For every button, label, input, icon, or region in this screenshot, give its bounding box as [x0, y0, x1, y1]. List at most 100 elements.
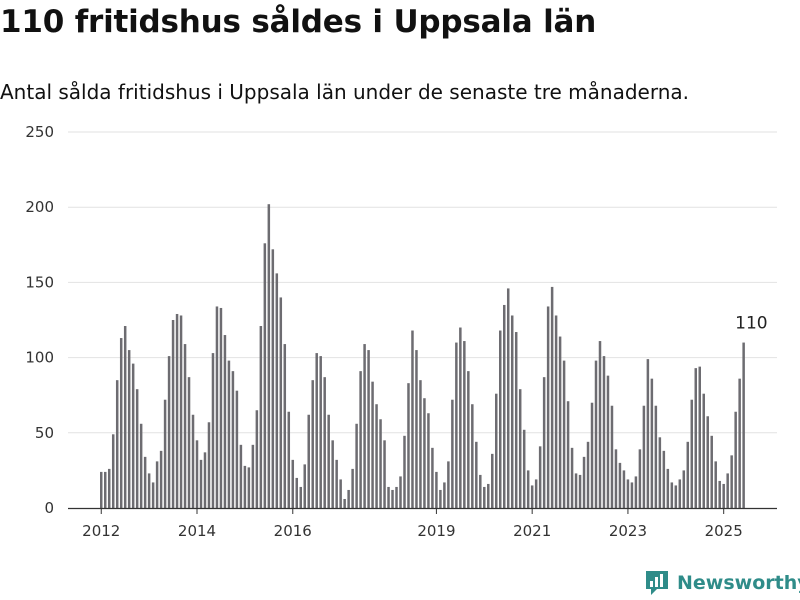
bar	[251, 444, 255, 508]
bar	[223, 335, 227, 508]
bar	[219, 307, 223, 508]
bar	[231, 371, 235, 508]
bar	[211, 353, 215, 508]
bar	[263, 243, 267, 508]
bar	[738, 378, 741, 508]
bar	[415, 350, 418, 508]
bar	[151, 482, 155, 508]
bar	[235, 390, 239, 508]
bar	[694, 368, 698, 508]
bar	[574, 473, 578, 508]
bar	[499, 330, 502, 508]
bar	[650, 378, 654, 508]
bar	[459, 327, 462, 508]
bar	[690, 399, 694, 508]
bar	[207, 422, 211, 508]
bar	[491, 453, 494, 508]
bar	[187, 377, 191, 508]
bar	[730, 455, 733, 508]
bar	[343, 498, 346, 508]
bar	[682, 470, 686, 508]
bar	[634, 476, 638, 508]
bar	[502, 304, 506, 508]
bar	[131, 363, 135, 508]
bar	[279, 297, 283, 508]
bar	[203, 452, 207, 508]
bar	[662, 450, 666, 508]
bar	[678, 479, 682, 508]
bar	[375, 404, 378, 508]
y-tick-label: 50	[35, 424, 54, 442]
bar	[163, 399, 167, 508]
x-tick-label: 2012	[82, 522, 120, 540]
bar	[363, 344, 366, 508]
bar	[351, 468, 354, 508]
x-tick-label: 2016	[274, 522, 312, 540]
bar	[495, 393, 498, 508]
x-tick-label: 2023	[609, 522, 647, 540]
bar	[530, 485, 534, 508]
bar	[287, 411, 291, 508]
bar	[463, 341, 466, 508]
bar	[606, 375, 610, 508]
bar	[423, 398, 426, 508]
bar	[546, 306, 550, 508]
brand-name: Newsworthy	[677, 572, 800, 594]
bar	[255, 410, 259, 508]
bar	[638, 449, 642, 508]
bar	[702, 393, 705, 508]
bar	[175, 313, 179, 508]
bar	[522, 429, 526, 508]
bar	[391, 489, 394, 508]
newsworthy-logo-icon	[646, 571, 668, 595]
bar	[103, 471, 107, 508]
bar	[155, 461, 159, 508]
bar	[706, 416, 709, 508]
bar	[195, 440, 199, 508]
y-tick-label: 100	[25, 349, 54, 367]
bar	[291, 459, 295, 508]
bar	[147, 473, 151, 508]
bar	[331, 440, 334, 508]
bar	[407, 383, 410, 508]
bar	[614, 449, 618, 508]
bar	[610, 405, 614, 508]
bar	[227, 360, 231, 508]
bar	[714, 461, 717, 508]
bar	[594, 360, 598, 508]
bar	[395, 486, 398, 508]
bar	[526, 470, 530, 508]
bar	[455, 342, 458, 508]
bar	[487, 483, 490, 508]
bar	[259, 326, 263, 508]
chart-title: 110 fritidshus såldes i Uppsala län	[0, 4, 597, 40]
bar	[742, 342, 745, 508]
x-tick-label: 2021	[513, 522, 551, 540]
bar	[475, 441, 478, 508]
bar	[602, 356, 606, 508]
bar	[347, 489, 350, 508]
bar	[538, 446, 542, 508]
bar	[578, 474, 582, 508]
bar	[383, 440, 386, 508]
bar	[367, 350, 370, 508]
bar	[518, 389, 522, 508]
bar	[111, 434, 115, 508]
bar	[566, 401, 570, 508]
bar	[718, 480, 721, 508]
bar	[191, 414, 195, 508]
bar	[443, 482, 446, 508]
bar	[295, 477, 299, 508]
bar	[646, 359, 650, 508]
bar	[427, 413, 430, 508]
bar	[710, 435, 713, 508]
bar	[247, 467, 251, 508]
bar	[239, 444, 243, 508]
bar	[335, 459, 338, 508]
bar	[319, 356, 322, 508]
highlight-value-label: 110	[735, 314, 767, 334]
bar	[179, 315, 183, 508]
bar	[734, 411, 737, 508]
bar	[323, 377, 326, 508]
